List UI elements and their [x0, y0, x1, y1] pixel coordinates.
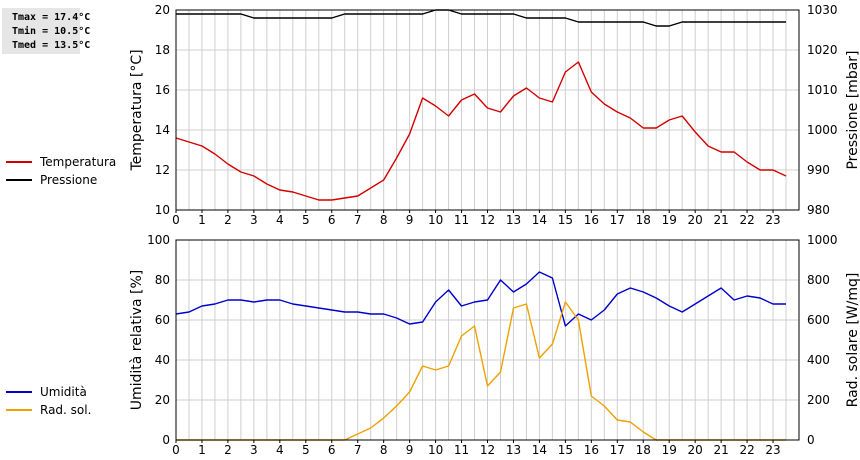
y2-tick-label: 0: [807, 433, 815, 447]
x-tick-label: 7: [354, 213, 362, 227]
y-tick-label: 12: [155, 163, 170, 177]
x-tick-label: 1: [198, 213, 206, 227]
y2-axis-title: Rad. solare [W/mq]: [845, 273, 860, 408]
y2-tick-label: 1020: [807, 43, 838, 57]
y2-tick-label: 990: [807, 163, 830, 177]
x-tick-label: 2: [224, 213, 232, 227]
x-tick-label: 10: [428, 213, 443, 227]
x-tick-label: 12: [480, 213, 495, 227]
y-tick-label: 100: [147, 233, 170, 247]
y-tick-label: 20: [155, 393, 170, 407]
y2-tick-label: 400: [807, 353, 830, 367]
y-tick-label: 80: [155, 273, 170, 287]
x-tick-label: 15: [558, 443, 573, 457]
x-tick-label: 11: [454, 443, 469, 457]
x-tick-label: 8: [380, 443, 388, 457]
x-tick-label: 20: [688, 443, 703, 457]
y-tick-label: 10: [155, 203, 170, 217]
y2-tick-label: 200: [807, 393, 830, 407]
y-axis-title: Umidità relativa [%]: [129, 270, 145, 411]
x-tick-label: 9: [406, 443, 414, 457]
legend-umidita-label: Umidità: [40, 385, 87, 399]
x-tick-label: 20: [688, 213, 703, 227]
y2-tick-label: 600: [807, 313, 830, 327]
x-tick-label: 22: [739, 443, 754, 457]
tmed-stat: Tmed = 13.5°C: [12, 40, 91, 51]
legend-temperatura-label: Temperatura: [40, 155, 117, 169]
x-tick-label: 16: [584, 213, 599, 227]
legend-radsol-swatch: [6, 409, 32, 411]
x-tick-label: 23: [765, 443, 780, 457]
y-tick-label: 18: [155, 43, 170, 57]
stats-box: Tmax = 17.4°C Tmin = 10.5°C Tmed = 13.5°…: [2, 8, 90, 54]
y-tick-label: 0: [162, 433, 170, 447]
legend-temperatura-swatch: [6, 161, 32, 163]
x-tick-label: 3: [250, 213, 258, 227]
y-tick-label: 16: [155, 83, 170, 97]
x-tick-label: 5: [302, 443, 310, 457]
legend-pressione-label: Pressione: [40, 173, 98, 187]
legend-pressione-swatch: [6, 179, 32, 181]
x-tick-label: 6: [328, 213, 336, 227]
tmin-stat: Tmin = 10.5°C: [12, 26, 91, 37]
x-tick-label: 23: [765, 213, 780, 227]
x-tick-label: 17: [610, 213, 625, 227]
x-tick-label: 21: [713, 213, 728, 227]
x-tick-label: 3: [250, 443, 258, 457]
x-tick-label: 9: [406, 213, 414, 227]
y2-tick-label: 1010: [807, 83, 838, 97]
x-tick-label: 16: [584, 443, 599, 457]
x-tick-label: 11: [454, 213, 469, 227]
x-tick-label: 18: [636, 443, 651, 457]
x-tick-label: 18: [636, 213, 651, 227]
x-tick-label: 19: [662, 213, 677, 227]
x-tick-label: 13: [506, 443, 521, 457]
x-tick-label: 15: [558, 213, 573, 227]
x-tick-label: 6: [328, 443, 336, 457]
x-tick-label: 0: [172, 443, 180, 457]
legend-umidita-swatch: [6, 391, 32, 393]
y-tick-label: 60: [155, 313, 170, 327]
series-temperatura-line: [175, 61, 787, 201]
x-tick-label: 8: [380, 213, 388, 227]
x-tick-label: 19: [662, 443, 677, 457]
x-tick-label: 22: [739, 213, 754, 227]
x-tick-label: 4: [276, 213, 284, 227]
x-tick-label: 10: [428, 443, 443, 457]
y2-tick-label: 800: [807, 273, 830, 287]
legend-radsol-label: Rad. sol.: [40, 403, 92, 417]
y2-tick-label: 1000: [807, 123, 838, 137]
series-umidit-line: [175, 271, 786, 327]
x-tick-label: 14: [532, 443, 547, 457]
y-tick-label: 40: [155, 353, 170, 367]
x-tick-label: 7: [354, 443, 362, 457]
y-tick-label: 14: [155, 123, 170, 137]
series-rad-sol-line: [176, 301, 786, 441]
y2-axis-title: Pressione [mbar]: [845, 50, 860, 169]
x-tick-label: 13: [506, 213, 521, 227]
y2-tick-label: 1000: [807, 233, 838, 247]
series-pressione-line: [176, 9, 786, 27]
x-tick-label: 17: [610, 443, 625, 457]
y-tick-label: 20: [155, 3, 170, 17]
x-tick-label: 14: [532, 213, 547, 227]
y2-tick-label: 1030: [807, 3, 838, 17]
x-tick-label: 1: [198, 443, 206, 457]
x-tick-label: 12: [480, 443, 495, 457]
y2-tick-label: 980: [807, 203, 830, 217]
x-tick-label: 5: [302, 213, 310, 227]
x-tick-label: 4: [276, 443, 284, 457]
tmax-stat: Tmax = 17.4°C: [12, 12, 91, 23]
y-axis-title: Temperatura [°C]: [129, 49, 145, 171]
x-tick-label: 2: [224, 443, 232, 457]
x-tick-label: 21: [713, 443, 728, 457]
x-tick-label: 0: [172, 213, 180, 227]
